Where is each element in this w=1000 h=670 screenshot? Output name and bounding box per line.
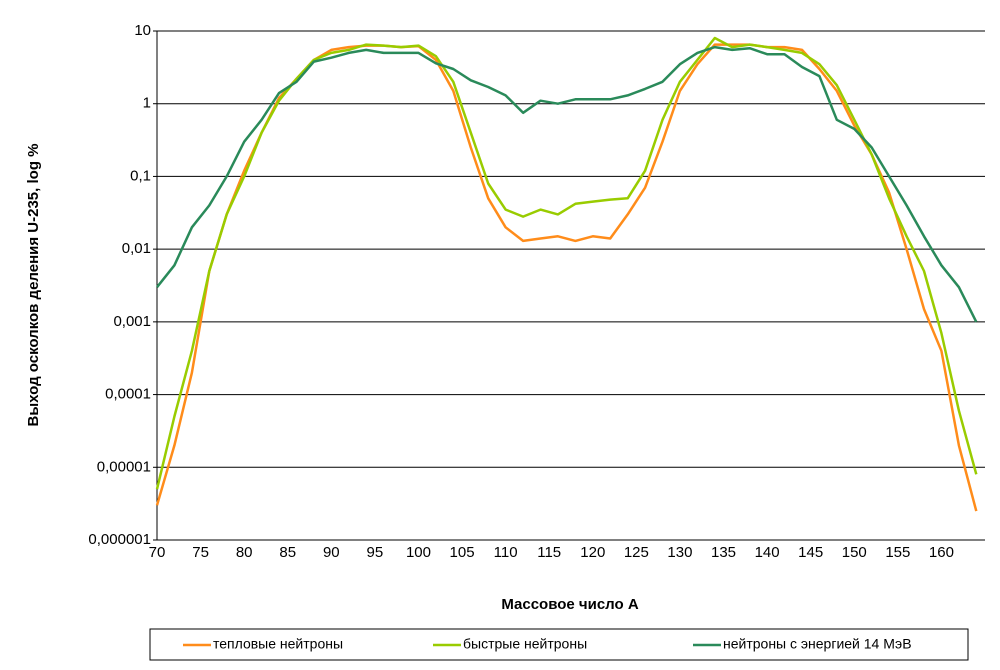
x-tick-label: 155 <box>885 544 910 561</box>
x-tick-label: 120 <box>580 544 605 561</box>
legend-text: тепловые нейтроны <box>213 636 343 652</box>
series-line <box>155 43 978 512</box>
y-tick-label: 1 <box>143 95 151 112</box>
x-tick-label: 100 <box>406 544 431 561</box>
x-tick-label: 95 <box>367 544 384 561</box>
x-tick-label: 70 <box>149 544 166 561</box>
series-line <box>155 36 978 490</box>
x-tick-label: 145 <box>798 544 823 561</box>
y-tick-label: 0,001 <box>113 313 151 330</box>
legend-box <box>149 628 969 661</box>
x-tick-label: 160 <box>929 544 954 561</box>
x-tick-label: 90 <box>323 544 340 561</box>
legend-text: быстрые нейтроны <box>463 636 587 652</box>
y-tick-label: 0,1 <box>130 167 151 184</box>
x-tick-label: 135 <box>711 544 736 561</box>
x-tick-label: 115 <box>537 544 561 561</box>
x-tick-label: 130 <box>667 544 692 561</box>
y-tick-label: 0,00001 <box>97 458 151 475</box>
y-tick-label: 10 <box>134 22 151 39</box>
y-tick-label: 0,0001 <box>105 386 151 403</box>
x-tick-label: 110 <box>494 544 518 561</box>
y-tick-label: 0,01 <box>122 240 151 257</box>
x-tick-label: 75 <box>192 544 209 561</box>
x-tick-label: 80 <box>236 544 253 561</box>
x-tick-label: 150 <box>842 544 867 561</box>
x-tick-label: 105 <box>450 544 475 561</box>
legend-text: нейтроны с энергией 14 МэВ <box>723 636 912 652</box>
x-axis-title: Массовое число А <box>501 596 638 613</box>
x-tick-label: 85 <box>279 544 296 561</box>
series-line <box>156 45 978 323</box>
x-tick-label: 140 <box>755 544 780 561</box>
y-tick-label: 0,000001 <box>88 531 151 548</box>
y-axis-title: Выход осколков деления U-235, log % <box>25 144 42 427</box>
x-tick-label: 125 <box>624 544 649 561</box>
